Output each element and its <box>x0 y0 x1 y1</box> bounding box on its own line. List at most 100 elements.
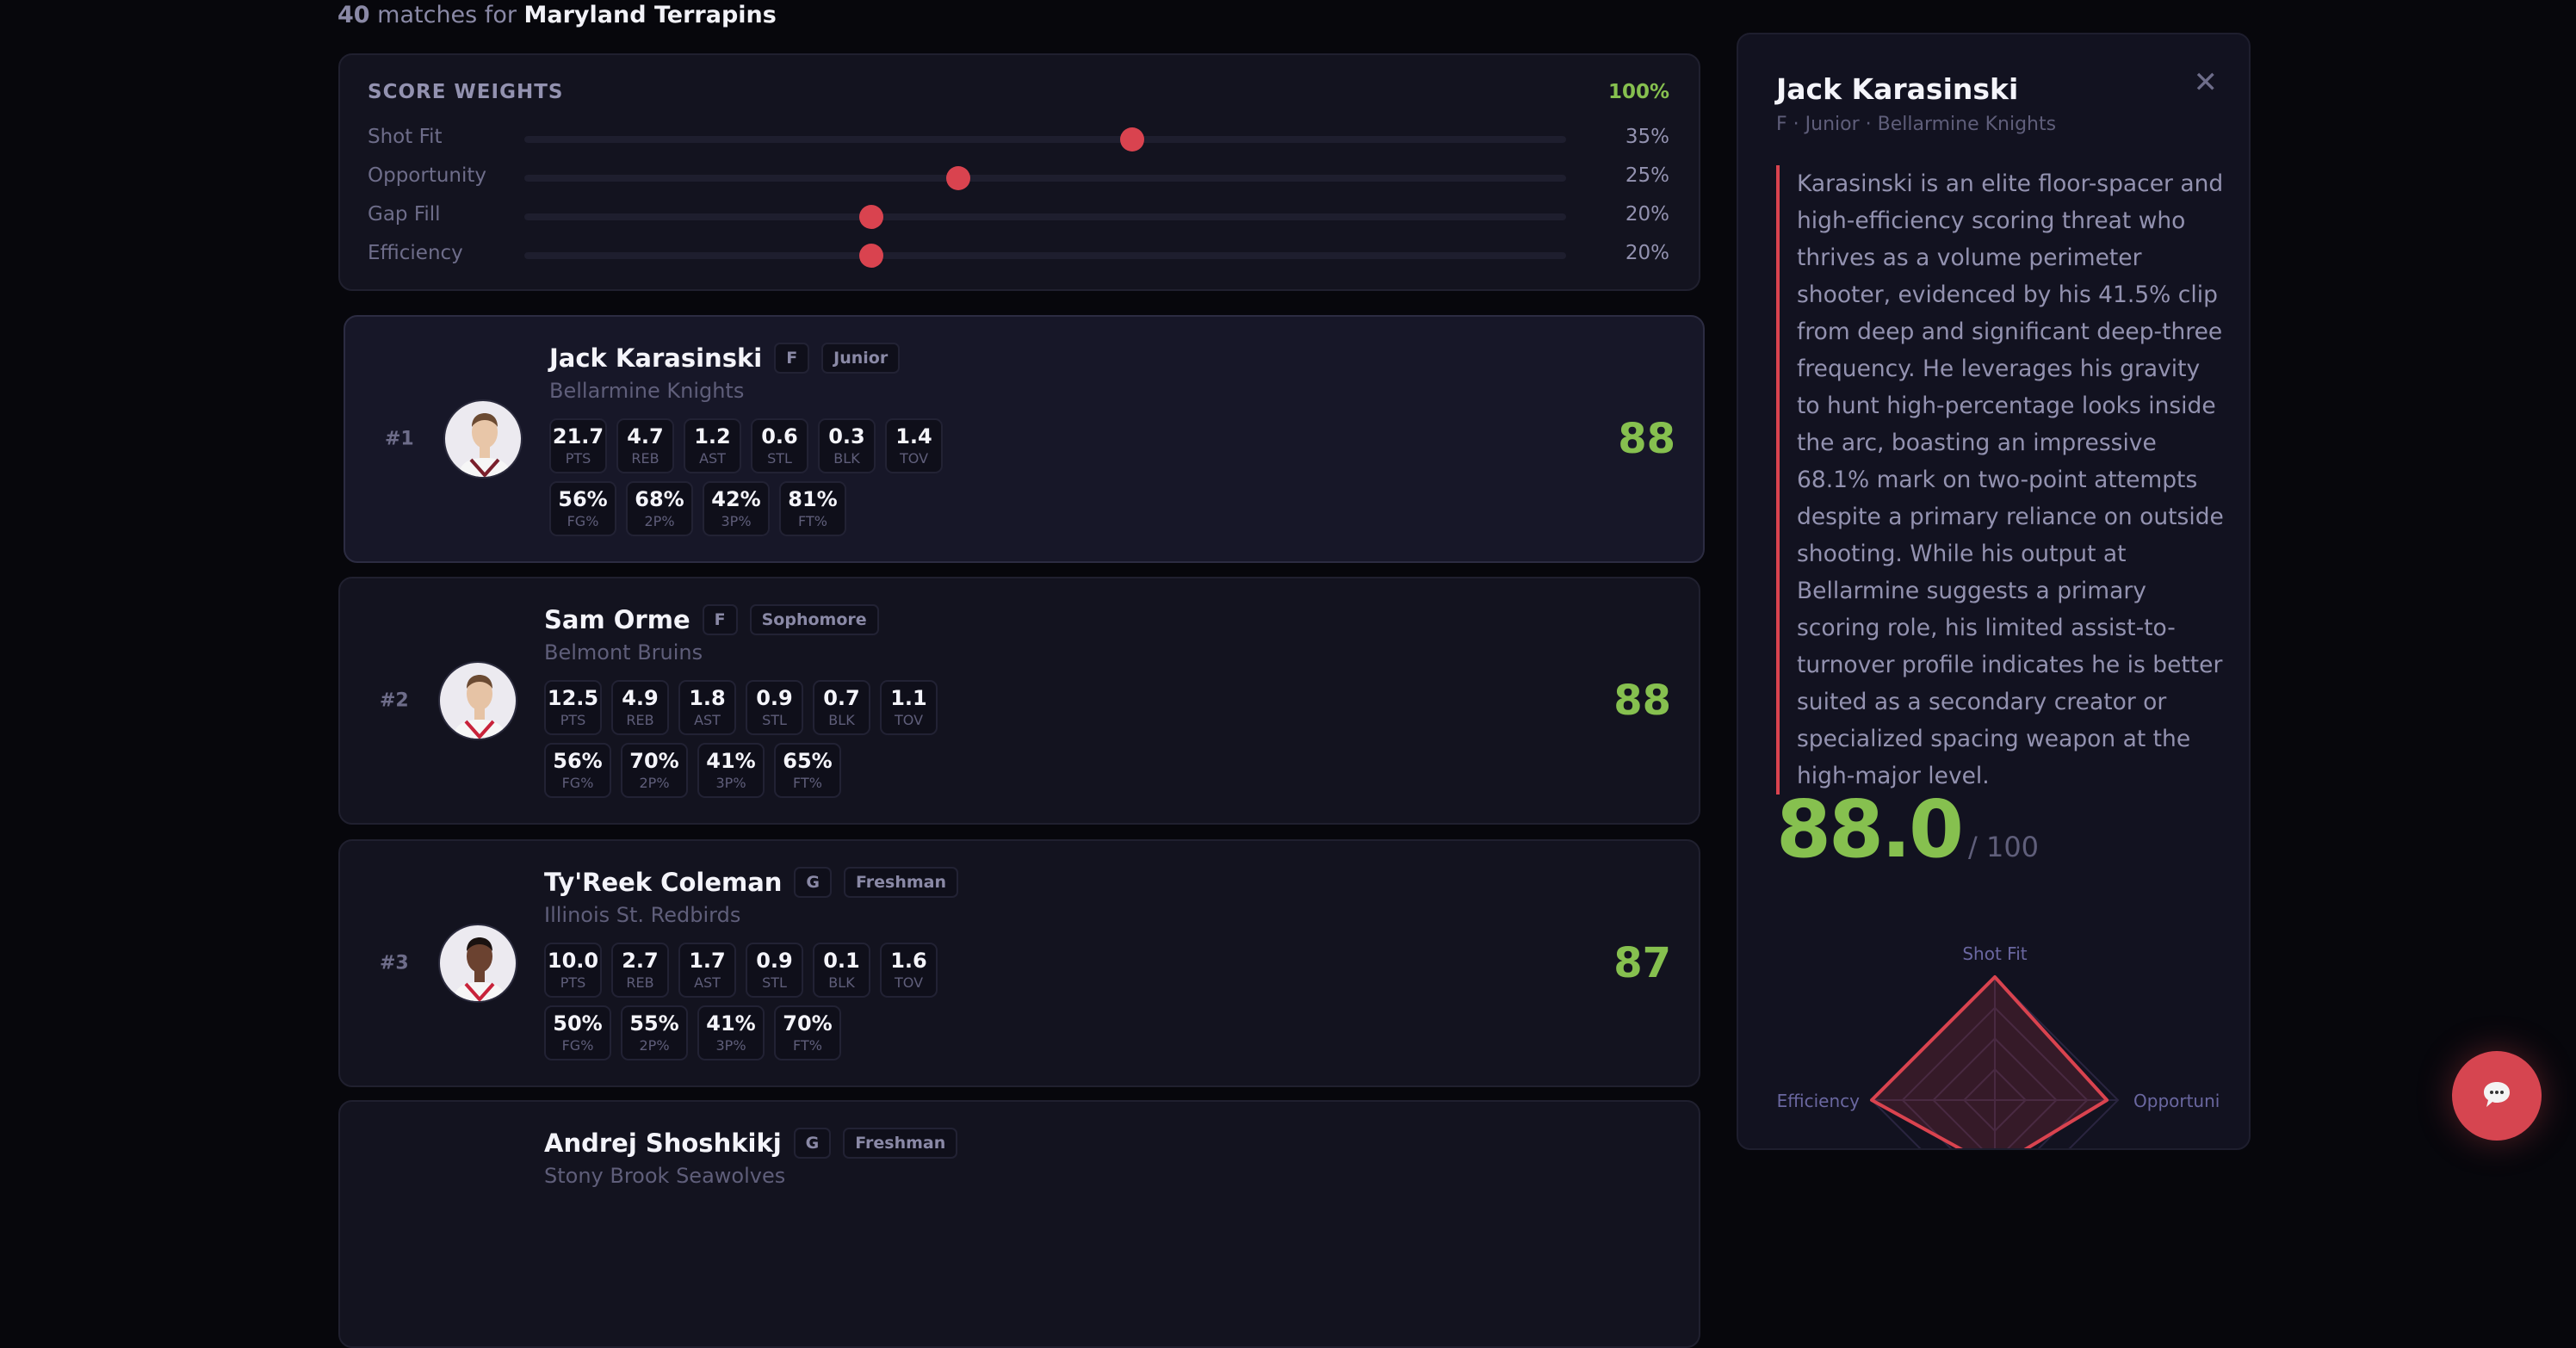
stat-value: 70% <box>629 749 679 773</box>
weight-value: 20% <box>1625 203 1669 226</box>
player-name[interactable]: Andrej Shoshkikj <box>544 1128 782 1158</box>
stat-reb: 4.9 REB <box>611 680 669 735</box>
stat-label: BLK <box>828 974 855 991</box>
stat-label: STL <box>762 974 787 991</box>
stat-2p-pct: 55% 2P% <box>621 1005 688 1060</box>
stat-value: 50% <box>553 1011 603 1036</box>
weight-value: 25% <box>1625 164 1669 187</box>
stat-value: 42% <box>711 487 761 511</box>
stat-label: FT% <box>798 513 827 529</box>
stat-value: 1.2 <box>694 424 731 448</box>
weight-row-gap-fill: Gap Fill 20% <box>368 203 1669 229</box>
stat-2p-pct: 70% 2P% <box>621 743 688 798</box>
stat-value: 68% <box>635 487 684 511</box>
weight-slider[interactable] <box>524 127 1566 151</box>
weight-label: Shot Fit <box>368 126 443 148</box>
stat-label: 3P% <box>715 1037 746 1054</box>
stat-label: AST <box>699 450 726 467</box>
stat-blk: 0.1 BLK <box>813 943 870 998</box>
weight-slider[interactable] <box>524 166 1566 190</box>
stat-value: 55% <box>629 1011 679 1036</box>
stat-blk: 0.3 BLK <box>818 418 876 473</box>
player-avatar <box>438 924 517 1003</box>
position-badge: G <box>794 867 833 898</box>
stat-value: 0.9 <box>756 949 793 973</box>
player-name[interactable]: Ty'Reek Coleman <box>544 868 783 897</box>
player-rank: #3 <box>380 952 409 974</box>
stat-label: TOV <box>894 712 924 728</box>
player-heading: Sam Orme F Sophomore <box>544 604 879 635</box>
player-team: Belmont Bruins <box>544 640 703 665</box>
stat-label: 3P% <box>721 513 752 529</box>
stat-ft-pct: 81% FT% <box>779 481 846 536</box>
class-year-badge: Freshman <box>843 1128 958 1159</box>
score-weights-title: SCORE WEIGHTS <box>368 81 564 103</box>
weights-total: 100% <box>1607 81 1669 103</box>
slider-thumb[interactable] <box>859 205 884 229</box>
box-score-stats: 10.0 PTS 2.7 REB 1.7 AST 0.9 STL 0.1 BLK 1.6 TOV <box>544 943 938 998</box>
stat-ft-pct: 65% FT% <box>774 743 841 798</box>
stat-value: 12.5 <box>547 686 599 710</box>
player-team: Stony Brook Seawolves <box>544 1164 786 1188</box>
player-name[interactable]: Jack Karasinski <box>549 343 763 373</box>
player-card[interactable]: #3 Ty'Reek Coleman G Freshman Illinois St. R… <box>338 839 1700 1087</box>
stat-label: FG% <box>561 775 594 791</box>
close-icon[interactable]: ✕ <box>2193 65 2219 100</box>
stat-fg-pct: 56% FG% <box>549 481 616 536</box>
class-year-badge: Freshman <box>844 867 959 898</box>
slider-thumb[interactable] <box>946 166 971 190</box>
detail-player-subtitle: F · Junior · Bellarmine Knights <box>1776 114 2057 135</box>
stat-reb: 4.7 REB <box>616 418 674 473</box>
weight-slider[interactable] <box>524 205 1566 229</box>
stat-label: 3P% <box>715 775 746 791</box>
radar-axis-label: Opportuni <box>2133 1091 2220 1111</box>
player-heading: Jack Karasinski F Junior <box>549 343 901 374</box>
chat-button[interactable] <box>2452 1051 2542 1141</box>
slider-thumb[interactable] <box>1119 127 1144 151</box>
stat-reb: 2.7 REB <box>611 943 669 998</box>
stat-value: 4.9 <box>622 686 659 710</box>
stat-label: FT% <box>793 775 822 791</box>
stat-label: PTS <box>560 712 586 728</box>
stat-value: 0.3 <box>828 424 865 448</box>
stat-label: FT% <box>793 1037 822 1054</box>
overall-score-value: 88.0 <box>1776 783 1964 875</box>
stat-value: 0.7 <box>823 686 860 710</box>
player-card[interactable]: #1 Jack Karasinski F Junior Bellarmine Knigh… <box>344 315 1705 563</box>
box-score-stats: 12.5 PTS 4.9 REB 1.8 AST 0.9 STL 0.7 BLK 1.1 TOV <box>544 680 938 735</box>
stat-2p-pct: 68% 2P% <box>626 481 693 536</box>
weight-value: 20% <box>1625 242 1669 264</box>
stat-tov: 1.1 TOV <box>880 680 938 735</box>
stat-blk: 0.7 BLK <box>813 680 870 735</box>
weight-slider[interactable] <box>524 244 1566 268</box>
matches-for-label: matches for <box>369 2 524 28</box>
stat-label: STL <box>767 450 792 467</box>
stat-label: 2P% <box>644 513 675 529</box>
player-heading: Andrej Shoshkikj G Freshman <box>544 1128 958 1159</box>
player-name[interactable]: Sam Orme <box>544 605 690 634</box>
stat-value: 1.7 <box>689 949 726 973</box>
stat-label: 2P% <box>639 1037 670 1054</box>
stat-fg-pct: 56% FG% <box>544 743 611 798</box>
radar-axis-label: Shot Fit <box>1962 943 2027 964</box>
stat-pts: 12.5 PTS <box>544 680 602 735</box>
player-rank: #2 <box>380 689 409 712</box>
stat-value: 2.7 <box>622 949 659 973</box>
slider-thumb[interactable] <box>859 244 884 268</box>
stat-value: 1.1 <box>890 686 927 710</box>
stat-label: BLK <box>828 712 855 728</box>
player-card[interactable]: Andrej Shoshkikj G Freshman Stony Brook Sea… <box>338 1100 1700 1348</box>
player-avatar <box>443 399 523 479</box>
stat-value: 70% <box>783 1011 833 1036</box>
stat-3p-pct: 42% 3P% <box>703 481 770 536</box>
stat-value: 0.9 <box>756 686 793 710</box>
weight-value: 35% <box>1625 126 1669 148</box>
detail-player-name: Jack Karasinski <box>1776 72 2019 106</box>
stat-label: FG% <box>561 1037 594 1054</box>
stat-tov: 1.6 TOV <box>880 943 938 998</box>
class-year-badge: Sophomore <box>749 604 879 635</box>
player-card[interactable]: #2 Sam Orme F Sophomore Belmont Bruins 12.5 PT… <box>338 577 1700 825</box>
stat-3p-pct: 41% 3P% <box>697 743 765 798</box>
stat-label: REB <box>631 450 659 467</box>
weight-label: Efficiency <box>368 242 463 264</box>
